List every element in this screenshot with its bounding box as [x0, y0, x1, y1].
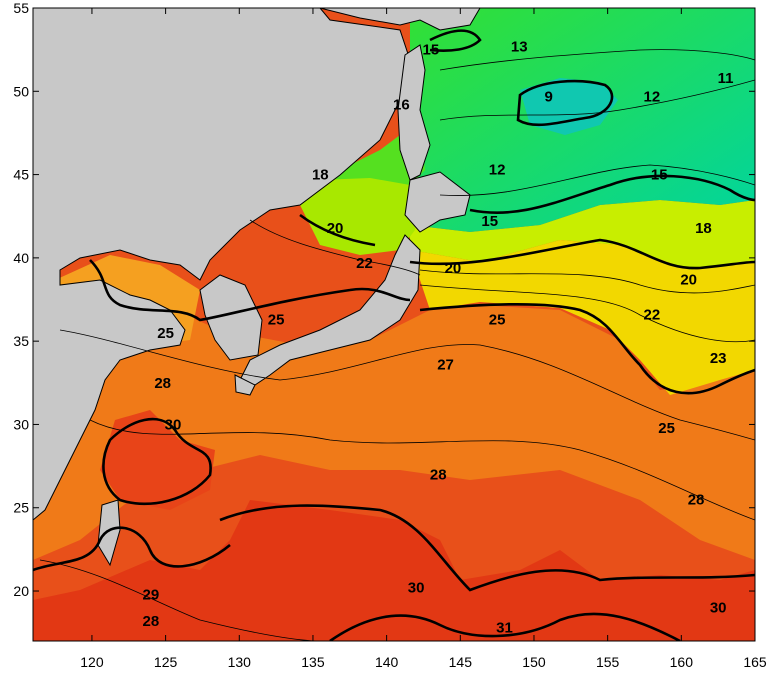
contour-label: 28: [688, 491, 705, 508]
x-tick-label: 160: [670, 654, 694, 670]
contour-label: 20: [445, 260, 462, 277]
x-tick-label: 130: [228, 654, 252, 670]
contour-20: [299, 213, 376, 247]
y-tick-label: 20: [13, 583, 29, 599]
sea-hottest-patch-west: [100, 410, 215, 510]
y-tick-label: 55: [13, 0, 29, 16]
contour-label: 30: [408, 580, 425, 597]
contour-label: 16: [393, 97, 410, 114]
contour-20: [409, 238, 755, 270]
contour-label: 28: [154, 375, 171, 392]
x-tick-label: 125: [154, 654, 178, 670]
axes: 120 125 130 135 140 145 150 155 160 165 20 25 30 35 40…: [13, 0, 766, 670]
contour-thin: [419, 284, 755, 343]
plot-area: [33, 8, 755, 641]
sea-yellow-band: [410, 240, 755, 395]
contour-label: 30: [165, 416, 182, 433]
thin-contours: [39, 49, 755, 641]
contour-thin: [419, 269, 755, 294]
contour-30-south: [219, 504, 755, 592]
contour-25: [89, 259, 411, 322]
contour-30-sw: [33, 526, 231, 572]
land-korea: [199, 274, 263, 361]
contour-label: 18: [312, 167, 329, 184]
land-kamchatka-coast: [319, 8, 481, 31]
contour-thin: [39, 559, 321, 641]
contour-label: 28: [143, 613, 160, 630]
contour-label: 18: [695, 220, 712, 237]
contour-label: 11: [718, 70, 734, 87]
y-tick-label: 50: [13, 83, 29, 99]
contour-label: 29: [143, 586, 160, 603]
contour-labels: 15 13 11 16 9 12 12 15 18 15 18 20 22 20 20 25 25 25 22 27 2…: [143, 38, 734, 636]
contour-thin: [439, 164, 755, 196]
x-tick-label: 155: [596, 654, 620, 670]
plot-frame: [32, 7, 756, 642]
land-taiwan: [97, 499, 121, 567]
contour-label: 25: [489, 312, 506, 329]
y-tick-label: 40: [13, 250, 29, 266]
contour-label: 20: [327, 220, 344, 237]
y-tick-label: 30: [13, 416, 29, 432]
contour-label: 20: [680, 272, 697, 289]
contour-label: 12: [644, 88, 661, 105]
contour-label: 27: [437, 356, 454, 373]
thick-contours: [33, 29, 755, 641]
contour-label: 13: [511, 38, 528, 55]
contour-15: [429, 29, 482, 52]
contour-label: 15: [481, 213, 498, 230]
contour-thin: [439, 79, 755, 121]
contour-15: [469, 174, 755, 214]
contour-label: 22: [356, 255, 373, 272]
y-tick-label: 45: [13, 167, 29, 183]
contour-label: 12: [489, 162, 506, 179]
contour-9: [516, 79, 614, 127]
land-sakhalin: [397, 44, 431, 181]
contour-25: [419, 302, 755, 395]
sea-orange-band: [33, 280, 755, 560]
contour-label: 28: [430, 466, 447, 483]
y-tick-label: 35: [13, 333, 29, 349]
land-asia: [33, 8, 411, 521]
sea-of-japan: [300, 170, 415, 255]
contour-label: 25: [157, 325, 174, 342]
contour-label: 30: [710, 600, 727, 617]
sea-yellowgreen-band: [410, 200, 755, 270]
land-kyushu: [234, 374, 256, 396]
contour-30-low: [329, 612, 681, 641]
x-tick-label: 120: [80, 654, 104, 670]
contour-thin: [249, 219, 421, 276]
y-tick-label: 25: [13, 500, 29, 516]
contour-label: 22: [644, 307, 661, 324]
contour-label: 23: [710, 350, 727, 367]
contour-thin: [439, 49, 755, 71]
x-tick-label: 165: [743, 654, 767, 670]
x-tick-label: 150: [522, 654, 546, 670]
sea-hottest-patch: [33, 500, 755, 641]
contour-30: [102, 417, 212, 506]
contour-thin: [59, 329, 755, 441]
x-tick-label: 135: [301, 654, 325, 670]
x-tick-label: 145: [449, 654, 473, 670]
x-tick-label: 140: [375, 654, 399, 670]
contour-label: 25: [268, 312, 285, 329]
contour-label: 15: [651, 167, 668, 184]
contour-label: 15: [422, 42, 439, 59]
land-hokkaido: [404, 171, 471, 233]
contour-label: 25: [658, 420, 675, 437]
contour-thin: [89, 419, 755, 521]
contour-label: 31: [496, 620, 513, 637]
contour-label: 9: [545, 88, 553, 105]
sea-cold-core: [520, 78, 618, 135]
